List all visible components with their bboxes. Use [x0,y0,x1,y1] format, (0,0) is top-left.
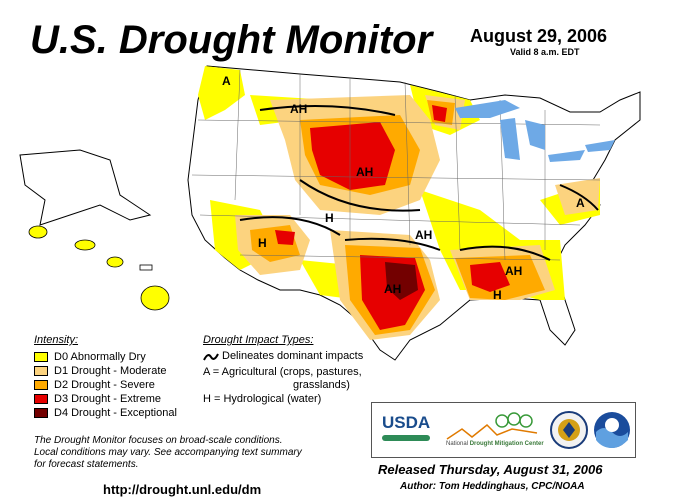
legend-item-d0: D0 Abnormally Dry [34,350,146,363]
ndmc-logo-icon [446,412,538,440]
disclaimer-note: The Drought Monitor focuses on broad-sca… [34,435,364,471]
legend-label: D1 Drought - Moderate [54,364,167,377]
author-credit: Author: Tom Heddinghaus, CPC/NOAA [400,481,585,492]
legend-title: Intensity: [34,334,79,346]
legend-item-d3: D3 Drought - Extreme [34,392,161,405]
usda-logo-swoosh [382,435,430,441]
swatch-d3 [34,393,48,404]
swatch-d0 [34,351,48,362]
swatch-d4 [34,407,48,418]
note-line: for forecast statements. [34,459,139,470]
map-label-ah: AH [384,282,402,296]
great-lakes [455,100,615,162]
d4-areas [385,262,418,300]
map-label-ah: AH [505,264,523,278]
map-label-ah: AH [415,228,433,242]
map-label-hidden-2: AH [305,2,306,3]
map-date: August 29, 2006 [470,26,608,46]
usda-logo: USDA [382,413,431,432]
page-title: U.S. Drought Monitor [30,18,433,62]
swatch-d2 [34,379,48,390]
legend-label: D2 Drought - Severe [54,378,155,391]
ndmc-label-2: Drought Mitigation Center [469,441,544,447]
impact-hydro-label: H = Hydrological (water) [203,393,322,405]
impact-ag-label-2: grasslands) [293,379,350,391]
noaa-logo-icon [594,412,630,448]
impact-types-title: Drought Impact Types: [203,334,314,346]
release-date: Released Thursday, August 31, 2006 [378,462,603,477]
legend-label: D4 Drought - Exceptional [54,406,177,419]
map-label-h: H [493,288,502,302]
map-label-h: H [258,236,267,250]
agency-logos: USDA National Drought Mitigation Center [371,402,636,458]
map-label-ah: AH [290,102,308,116]
impact-ag-label: A = Agricultural (crops, pastures, [203,366,362,378]
valid-time: Valid 8 a.m. EDT [510,47,580,57]
note-line: The Drought Monitor focuses on broad-sca… [34,435,283,446]
puerto-rico [139,264,153,271]
ndmc-label-1: National [446,441,469,447]
alaska [19,149,152,226]
swatch-d1 [34,365,48,376]
ndmc-label: National Drought Mitigation Center [446,441,544,447]
map-label-a: A [576,196,585,210]
legend-label: D3 Drought - Extreme [54,392,161,405]
impact-boundary-label: Delineates dominant impacts [222,350,364,362]
legend-item-d2: D2 Drought - Severe [34,378,155,391]
impact-boundaries [239,105,599,261]
legend-label: D0 Abnormally Dry [54,350,146,363]
note-line: Local conditions may vary. See accompany… [34,447,302,458]
website-link[interactable]: http://drought.unl.edu/dm [103,482,262,497]
legend-item-d1: D1 Drought - Moderate [34,364,167,377]
commerce-seal-icon [550,411,588,449]
map-label-h: H [325,211,334,225]
impact-line-icon [203,353,219,361]
hawaii [28,225,170,311]
map-label-ah: AH [356,165,374,179]
legend-item-d4: D4 Drought - Exceptional [34,406,177,419]
map-label-a: A [222,74,231,88]
